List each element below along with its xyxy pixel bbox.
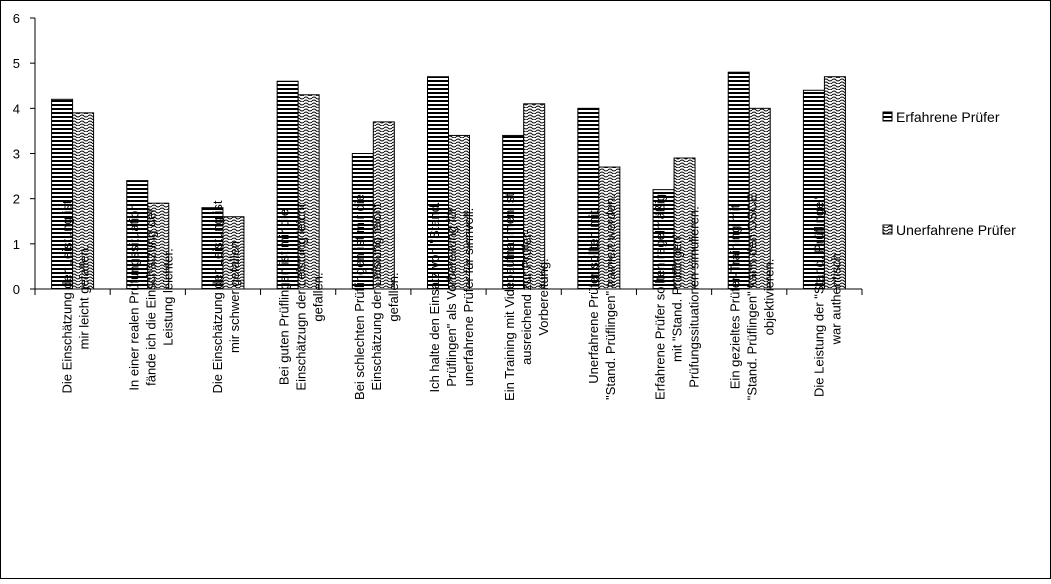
x-category-label-line: Prüflingen" als Vorbereitung für xyxy=(444,207,459,387)
x-category-label-line: Ein Training mit Videoaufnahmen ist xyxy=(502,193,517,401)
x-category-label-line: Prüfungssituationen simulieren. xyxy=(687,206,702,387)
x-tick-labels: Die Einschätzung der Leistung ist mir lei… xyxy=(60,193,844,401)
legend: Erfahrene Prüfer Unerfahrene Prüfer xyxy=(882,109,1016,238)
x-category-label-5: Ich halte den Einsatz von "Stand. Prüflin… xyxy=(427,201,476,392)
x-category-label-7: Unerfahrene Prüfer sollten mit "Stand. Pr… xyxy=(586,194,618,400)
x-category-label-line: fände ich die Einschätzung der xyxy=(143,207,158,385)
x-category-label-1: In einer realen Prüfungssituation fände i… xyxy=(126,203,175,390)
x-category-label-line: Ein gezieltes Prüfer-Training mit xyxy=(728,204,743,389)
x-category-label-line: war authentisch. xyxy=(828,250,843,346)
x-category-label-3: Bei guten Prüflingen ist mir die Einschät… xyxy=(277,203,326,391)
x-category-label-line: "Stand. Prüflingen" kann den OSCE xyxy=(745,193,760,400)
x-category-label-line: Die Einschätzung der Leistung ist xyxy=(210,200,225,393)
x-category-label-4: Bei schlechten Prüflingen ist mir die Ein… xyxy=(352,194,401,400)
y-tick-label: 1 xyxy=(13,237,20,252)
y-tick-label: 6 xyxy=(13,11,20,26)
legend-swatch-0 xyxy=(882,111,893,122)
x-category-label-line: unerfahrene Prüfer für sinnvoll. xyxy=(461,208,476,386)
x-category-label-line: Einschätzugn der Leistung leicht xyxy=(294,203,309,391)
x-category-label-9: Ein gezieltes Prüfer-Training mit "Stand.… xyxy=(728,193,777,400)
legend-label-1: Unerfahrene Prüfer xyxy=(896,222,1016,238)
x-category-label-line: mir leicht gefallen. xyxy=(77,245,92,350)
x-category-label-line: Die Einschätzung der Leistung ist xyxy=(60,200,75,393)
x-category-label-2: Die Einschätzung der Leistung ist mir sch… xyxy=(210,200,242,393)
bar-unerfahrene-0 xyxy=(72,112,95,290)
x-category-label-line: gefallen. xyxy=(311,272,326,321)
bar-unerfahrene-2 xyxy=(222,216,245,290)
y-tick-label: 3 xyxy=(13,147,20,162)
bar-unerfahrene-5 xyxy=(448,134,470,290)
bars xyxy=(51,71,846,290)
bar-unerfahrene-1 xyxy=(147,202,170,290)
y-tick-label: 4 xyxy=(13,101,20,116)
y-tick-label: 0 xyxy=(13,282,20,297)
bar-unerfahrene-6 xyxy=(523,103,546,290)
x-category-label-line: "Stand. Prüflingen" trainiert werden. xyxy=(603,194,618,400)
y-tick-label: 2 xyxy=(13,192,20,207)
bar-unerfahrene-10 xyxy=(823,76,846,290)
bar-unerfahrene-3 xyxy=(297,94,320,290)
x-category-label-line: Die Leistung der "Stand. Prüflinge" xyxy=(811,197,826,397)
bar-unerfahrene-7 xyxy=(598,166,621,290)
legend-swatch-1 xyxy=(882,224,893,235)
bar-unerfahrene-9 xyxy=(748,107,771,290)
x-category-label-line: Leistung leichter. xyxy=(160,248,175,346)
x-category-label-line: Einschätzung der Leistung leicht xyxy=(369,203,384,391)
y-axis: 0 1 2 3 4 5 6 xyxy=(13,11,36,297)
x-category-label-line: Vorbereitung. xyxy=(536,258,551,335)
bar-unerfahrene-8 xyxy=(673,157,696,290)
x-category-label-line: objektivieren. xyxy=(762,259,777,336)
x-category-label-line: Erfahrene Prüfer sollten regelmäßig xyxy=(653,194,668,400)
x-category-label-8: Erfahrene Prüfer sollten regelmäßig mit "… xyxy=(653,194,702,400)
x-category-label-line: Bei schlechten Prüflingen ist mir die xyxy=(352,194,367,400)
bar-unerfahrene-4 xyxy=(372,121,395,290)
x-category-label-line: gefallen. xyxy=(386,272,401,321)
x-category-label-line: Unerfahrene Prüfer sollten mit xyxy=(586,210,601,384)
legend-label-0: Erfahrene Prüfer xyxy=(896,109,1000,125)
x-category-label-6: Ein Training mit Videoaufnahmen ist ausre… xyxy=(502,193,551,401)
x-category-label-line: Ich halte den Einsatz von "Stand. xyxy=(427,201,442,392)
x-category-label-10: Die Leistung der "Stand. Prüflinge" war a… xyxy=(811,197,843,397)
x-category-label-line: In einer realen Prüfungssituation xyxy=(126,203,141,390)
x-category-label-line: mit "Stand. Prüflingen" xyxy=(670,232,685,362)
x-category-label-line: ausreichend zur Prüfer- xyxy=(519,229,534,365)
x-category-label-0: Die Einschätzung der Leistung ist mir lei… xyxy=(60,200,92,393)
y-tick-label: 5 xyxy=(13,56,20,71)
x-category-label-line: Bei guten Prüflingen ist mir die xyxy=(277,209,292,385)
x-category-label-line: mir schwer gefallen xyxy=(227,241,242,353)
